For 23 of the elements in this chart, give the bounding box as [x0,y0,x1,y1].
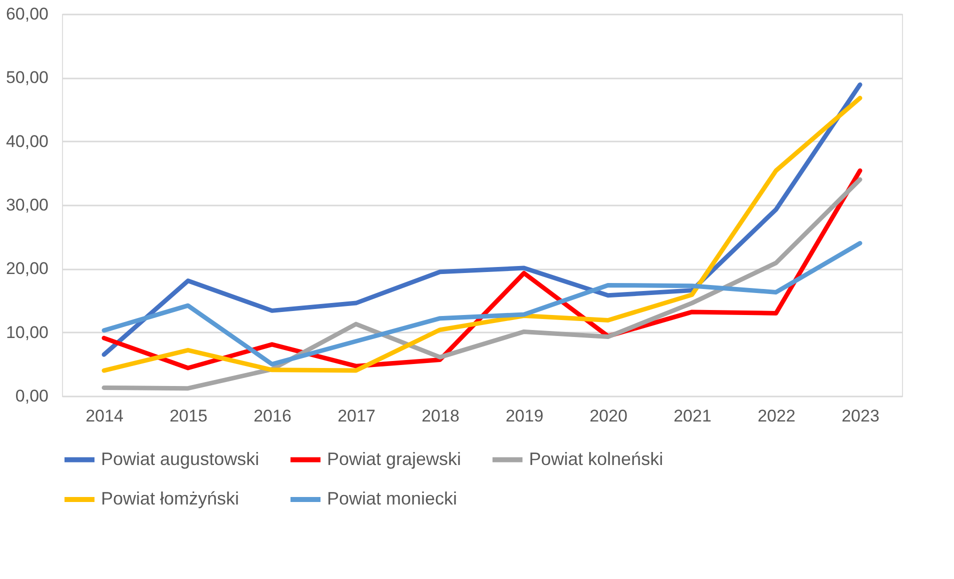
y-tick-label: 30,00 [6,196,48,214]
x-tick-label: 2017 [338,406,376,426]
y-tick-label: 40,00 [6,132,48,151]
legend-label: Powiat łomżyński [101,488,240,508]
x-tick-label: 2014 [86,406,124,426]
y-tick-label: 20,00 [6,259,48,278]
x-tick-label: 2015 [170,406,208,426]
legend-label: Powiat grajewski [327,448,462,469]
y-tick-label: 0,00 [15,386,48,406]
x-tick-label: 2023 [842,406,880,426]
legend-label: Powiat moniecki [327,488,458,508]
y-tick-label: 10,00 [6,322,48,342]
y-tick-label: 60,00 [6,4,48,24]
x-tick-label: 2018 [422,406,460,426]
line-series [102,240,862,366]
legend-label: Powiat augustowski [101,448,260,469]
x-tick-label: 2016 [254,406,292,426]
legend-label: Powiat kolneński [529,448,664,469]
x-tick-label: 2019 [506,406,544,426]
y-tick-label: 50,00 [6,68,48,88]
x-tick-label: 2020 [590,406,628,426]
x-tick-label: 2022 [758,406,796,426]
x-tick-label: 2021 [674,406,712,426]
